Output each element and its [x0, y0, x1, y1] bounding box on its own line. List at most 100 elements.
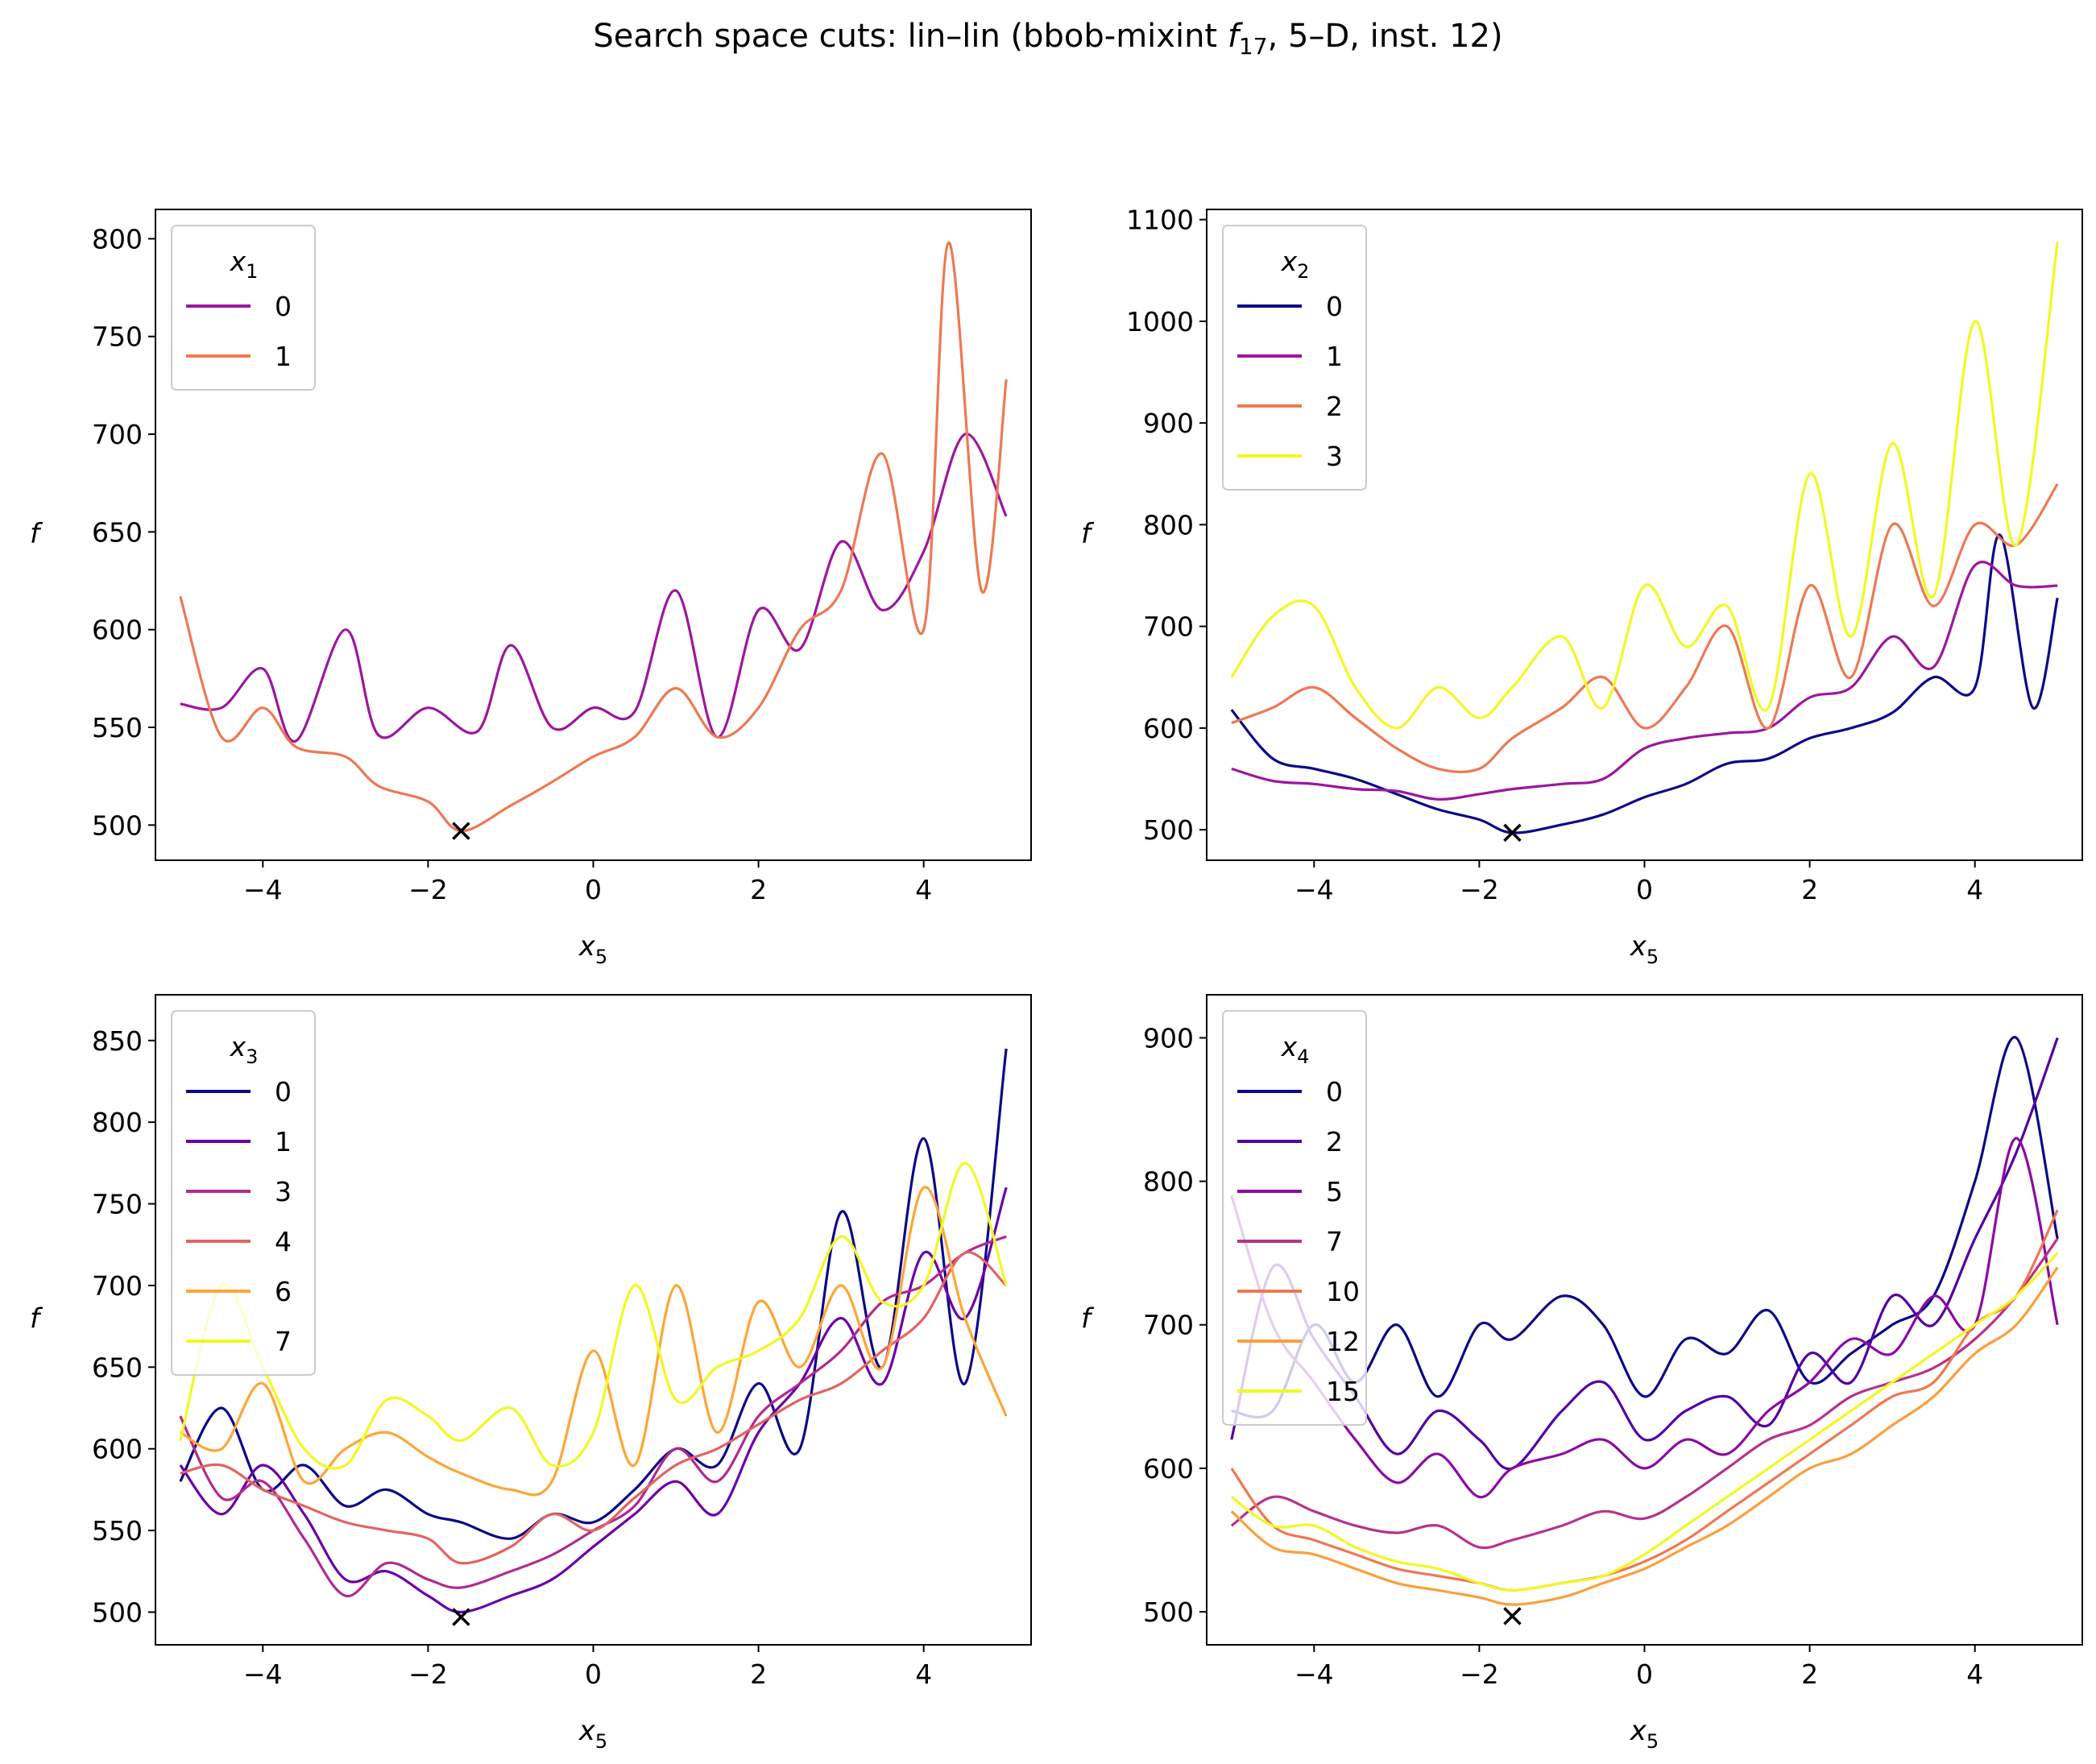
minimum-marker — [1503, 823, 1522, 843]
y-tick-label: 800 — [92, 223, 143, 255]
x-tick-label: −4 — [243, 874, 283, 905]
y-tick-label: 600 — [1143, 713, 1194, 744]
legend-title: x1 — [230, 246, 259, 283]
legend-entry-label: 0 — [1326, 1076, 1343, 1108]
subplot-x3: −4 −2 0 2 4 500 550 600 650 700 750 800 850 x5 f x3 0 1 3 4… — [30, 994, 1032, 1753]
legend-title: x2 — [1281, 246, 1310, 283]
minimum-marker — [452, 822, 470, 840]
legend-title: x3 — [230, 1031, 259, 1068]
y-tick-label: 700 — [92, 419, 143, 450]
figure-title: Search space cuts: lin–lin (bbob-mixint … — [593, 18, 1503, 60]
y-tick-label: 600 — [92, 615, 143, 646]
x-tick-label: 2 — [1801, 1658, 1818, 1690]
series-line-10 — [1230, 1209, 2059, 1592]
y-tick-label: 650 — [92, 1352, 143, 1383]
series-line-2 — [1231, 483, 2059, 773]
legend-entry-label: 15 — [1326, 1376, 1360, 1407]
x-tick-label: 0 — [1636, 874, 1653, 905]
x-tick-label: −2 — [1460, 1658, 1499, 1690]
y-tick-label: 750 — [92, 1189, 143, 1220]
legend-entry-label: 2 — [1326, 391, 1343, 422]
minimum-marker — [1503, 1607, 1522, 1625]
x-tick-label: 0 — [585, 874, 602, 905]
y-tick-label: 900 — [1143, 408, 1194, 439]
series-line-7 — [1230, 1237, 2059, 1550]
y-tick-label: 500 — [1143, 814, 1194, 846]
y-tick-label: 900 — [1143, 1022, 1194, 1054]
series-line-6 — [180, 1186, 1008, 1497]
series-line-1 — [1231, 561, 2058, 801]
legend-entry-label: 6 — [275, 1276, 292, 1307]
legend-entry-label: 1 — [275, 1126, 292, 1157]
legend-entry-label: 7 — [1326, 1226, 1343, 1257]
series-line-1 — [179, 241, 1008, 833]
series-line-5 — [1230, 1137, 2059, 1499]
legend-entry-label: 0 — [275, 291, 292, 322]
x-tick-label: 4 — [915, 874, 932, 905]
x-tick-label: 2 — [1801, 874, 1818, 905]
y-tick-label: 650 — [92, 516, 143, 548]
y-axis-label: f — [30, 518, 43, 550]
y-tick-label: 600 — [1143, 1453, 1194, 1484]
legend-entry-label: 12 — [1326, 1326, 1360, 1357]
y-tick-label: 600 — [92, 1434, 143, 1465]
series-line-0 — [1230, 533, 2059, 834]
legend-entry-label: 10 — [1326, 1276, 1360, 1307]
series-group — [179, 1048, 1008, 1613]
subplot-x2: −4 −2 0 2 4 500 600 700 800 900 1000 1100 x5 f x2 0 1 2 3 — [1081, 205, 2083, 968]
y-tick-label: 550 — [92, 1515, 143, 1547]
y-tick-label: 500 — [1143, 1596, 1194, 1628]
y-tick-label: 800 — [92, 1107, 143, 1138]
y-tick-label: 800 — [1143, 509, 1194, 540]
y-tick-label: 850 — [92, 1025, 143, 1057]
y-tick-label: 700 — [1143, 611, 1194, 643]
x-tick-label: 4 — [1966, 1658, 1983, 1690]
x-tick-label: 2 — [750, 1658, 767, 1690]
x-tick-label: −4 — [243, 1658, 283, 1690]
x-axis-label: x5 — [578, 1715, 607, 1753]
legend-entry-label: 3 — [1326, 441, 1343, 472]
legend-entry-label: 0 — [1326, 291, 1343, 322]
series-group — [179, 241, 1008, 833]
y-axis-label: f — [1081, 1303, 1095, 1335]
legend-entry-label: 7 — [275, 1326, 292, 1357]
x-tick-label: −2 — [1460, 874, 1499, 905]
y-axis-label: f — [30, 1303, 43, 1335]
x-tick-label: −4 — [1294, 1658, 1334, 1690]
x-axis-label: x5 — [1630, 1715, 1659, 1753]
series-line-12 — [1230, 1266, 2059, 1606]
y-tick-label: 550 — [92, 712, 143, 743]
y-tick-label: 500 — [92, 1596, 143, 1628]
series-line-7 — [179, 1162, 1008, 1470]
y-tick-label: 700 — [1143, 1310, 1194, 1341]
legend-entry-label: 3 — [275, 1176, 292, 1207]
minimum-marker — [452, 1608, 470, 1626]
series-line-0 — [1231, 1036, 2059, 1419]
subplot-x4: −4 −2 0 2 4 500 600 700 800 900 x5 f x4 0 2 5 7 10 12 15 — [1081, 994, 2083, 1753]
x-tick-label: 0 — [585, 1658, 602, 1690]
series-group — [1230, 242, 2059, 834]
x-tick-label: −4 — [1294, 874, 1334, 905]
x-tick-label: 4 — [915, 1658, 932, 1690]
x-tick-label: −2 — [408, 1658, 448, 1690]
series-line-0 — [180, 433, 1008, 743]
x-tick-label: 4 — [1966, 874, 1983, 905]
series-group — [1230, 1036, 2059, 1606]
legend-entry-label: 2 — [1326, 1126, 1343, 1157]
y-tick-label: 700 — [92, 1270, 143, 1302]
series-line-4 — [180, 1251, 1008, 1565]
series-line-15 — [1230, 1252, 2059, 1592]
x-tick-label: 0 — [1636, 1658, 1653, 1690]
x-axis-label: x5 — [1630, 930, 1659, 968]
y-tick-label: 1000 — [1126, 306, 1194, 337]
legend-entry-label: 1 — [275, 341, 292, 372]
y-tick-label: 500 — [92, 810, 143, 841]
legend-entry-label: 1 — [1326, 341, 1343, 372]
legend-entry-label: 5 — [1326, 1176, 1343, 1207]
y-tick-label: 800 — [1143, 1166, 1194, 1198]
legend-entry-label: 4 — [275, 1226, 292, 1257]
y-tick-label: 750 — [92, 321, 143, 353]
legend-entry-label: 0 — [275, 1076, 292, 1108]
x-tick-label: 2 — [750, 874, 767, 905]
